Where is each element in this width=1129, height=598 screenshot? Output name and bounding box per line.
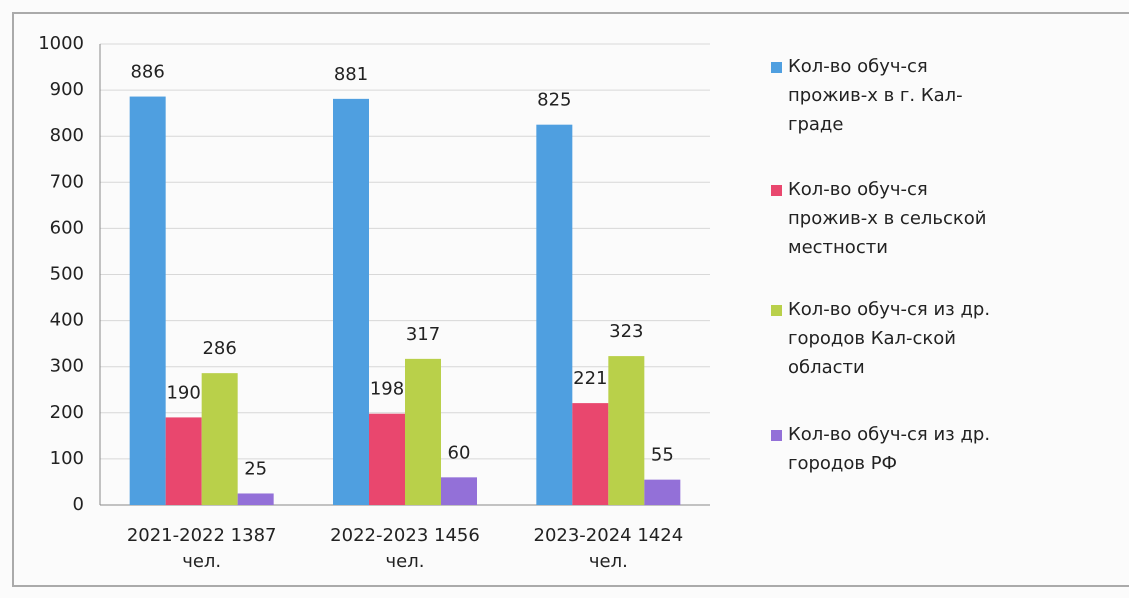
bar <box>441 477 477 505</box>
bar <box>536 124 573 506</box>
data-label: 825 <box>537 90 571 111</box>
bar <box>129 96 166 505</box>
data-label: 60 <box>448 442 471 463</box>
y-tick-label: 1000 <box>38 33 84 54</box>
data-label: 886 <box>130 62 164 83</box>
legend-swatch <box>771 185 782 196</box>
y-tick-label: 400 <box>50 310 84 331</box>
y-tick-label: 600 <box>50 217 84 238</box>
y-tick-label: 300 <box>50 356 84 377</box>
data-label: 317 <box>406 324 440 345</box>
frame <box>12 12 1129 587</box>
data-label: 55 <box>651 445 674 466</box>
bar <box>333 98 369 505</box>
bar <box>405 358 441 505</box>
bar <box>165 417 202 505</box>
data-label: 881 <box>334 64 368 85</box>
y-tick-label: 100 <box>50 448 84 469</box>
x-tick-label: 2021-2022 1387 чел. <box>126 525 277 572</box>
bar <box>369 413 405 505</box>
data-label: 286 <box>202 338 236 359</box>
bar <box>572 403 609 505</box>
bar <box>644 479 681 505</box>
y-tick-label: 500 <box>50 264 84 285</box>
data-label: 221 <box>573 368 607 389</box>
legend-label: Кол-во обуч-ся прожив-х в г. Кал-граде <box>788 56 963 135</box>
legend-label: Кол-во обуч-ся прожив-х в сельской местн… <box>788 179 987 258</box>
legend-label: Кол-во обуч-ся из др. городов Кал-ской о… <box>788 299 991 378</box>
x-tick-label: 2023-2024 1424 чел. <box>533 525 684 572</box>
y-tick-label: 800 <box>50 125 84 146</box>
y-tick-label: 900 <box>50 79 84 100</box>
legend-label: Кол-во обуч-ся из др. городов РФ <box>788 424 991 474</box>
bar <box>237 493 274 505</box>
y-tick-label: 700 <box>50 171 84 192</box>
legend-swatch <box>771 62 782 73</box>
legend-swatch <box>771 305 782 316</box>
bar <box>608 356 645 505</box>
bar <box>201 373 238 505</box>
x-tick-label: 2022-2023 1456 чел. <box>330 525 480 572</box>
data-label: 190 <box>166 382 200 403</box>
y-tick-label: 0 <box>73 494 84 515</box>
legend-swatch <box>771 430 782 441</box>
data-label: 323 <box>609 321 643 342</box>
y-tick-label: 200 <box>50 402 84 423</box>
data-label: 198 <box>370 379 404 400</box>
data-label: 25 <box>244 458 267 479</box>
